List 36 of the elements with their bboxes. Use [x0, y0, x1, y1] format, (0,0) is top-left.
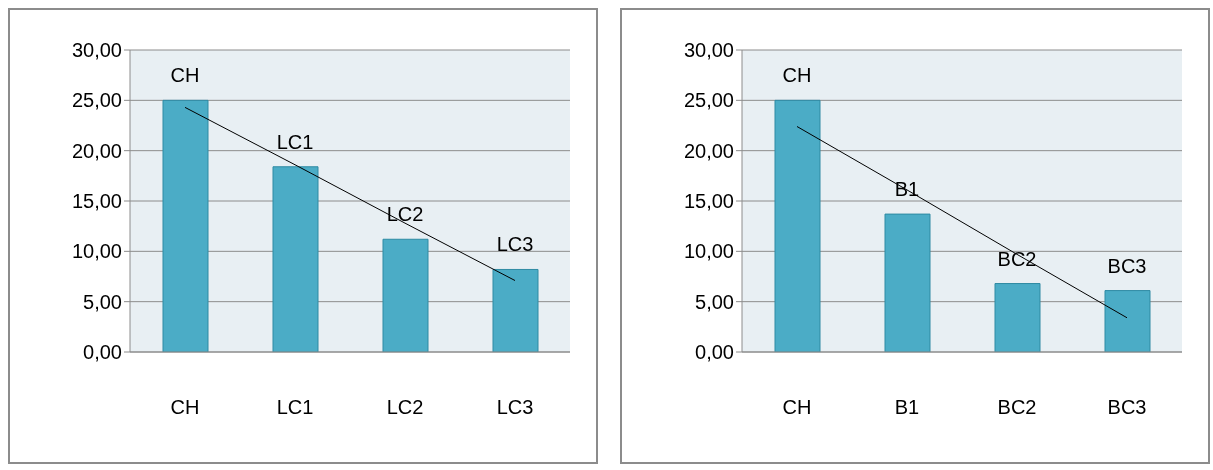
bar	[492, 268, 539, 352]
annotation: LC1	[276, 130, 314, 153]
y-tick-label: 30,00	[71, 39, 122, 62]
x-tick-label: BC3	[1107, 396, 1147, 419]
x-tick-label: B1	[894, 396, 920, 419]
bar	[884, 213, 931, 352]
bar	[994, 283, 1041, 352]
y-tick-label: 5,00	[83, 290, 122, 313]
bar	[1104, 290, 1151, 352]
y-tick-label: 20,00	[683, 139, 734, 162]
y-tick-label: 30,00	[683, 39, 734, 62]
bar	[774, 99, 821, 352]
y-tick-label: 25,00	[683, 89, 734, 112]
annotation: BC3	[1107, 254, 1147, 277]
x-tick-label: BC2	[997, 396, 1037, 419]
y-tick-label: 25,00	[71, 89, 122, 112]
y-tick-label: 10,00	[683, 240, 734, 263]
y-tick-label: 15,00	[71, 190, 122, 213]
bar	[382, 238, 429, 352]
y-tick-label: 20,00	[71, 139, 122, 162]
annotation: LC3	[496, 233, 534, 256]
y-tick-label: 0,00	[695, 341, 734, 364]
bar	[272, 166, 319, 352]
y-tick-label: 5,00	[695, 290, 734, 313]
x-tick-label: LC3	[496, 396, 534, 419]
y-tick-label: 0,00	[83, 341, 122, 364]
y-tick-label: 10,00	[71, 240, 122, 263]
x-tick-label: LC2	[386, 396, 424, 419]
x-tick-label: CH	[170, 396, 200, 419]
annotation: LC2	[386, 203, 424, 226]
x-tick-label: CH	[782, 396, 812, 419]
x-tick-label: LC1	[276, 396, 314, 419]
annotation: CH	[782, 64, 812, 87]
annotation: CH	[170, 64, 200, 87]
y-tick-label: 15,00	[683, 190, 734, 213]
bar	[162, 99, 209, 352]
